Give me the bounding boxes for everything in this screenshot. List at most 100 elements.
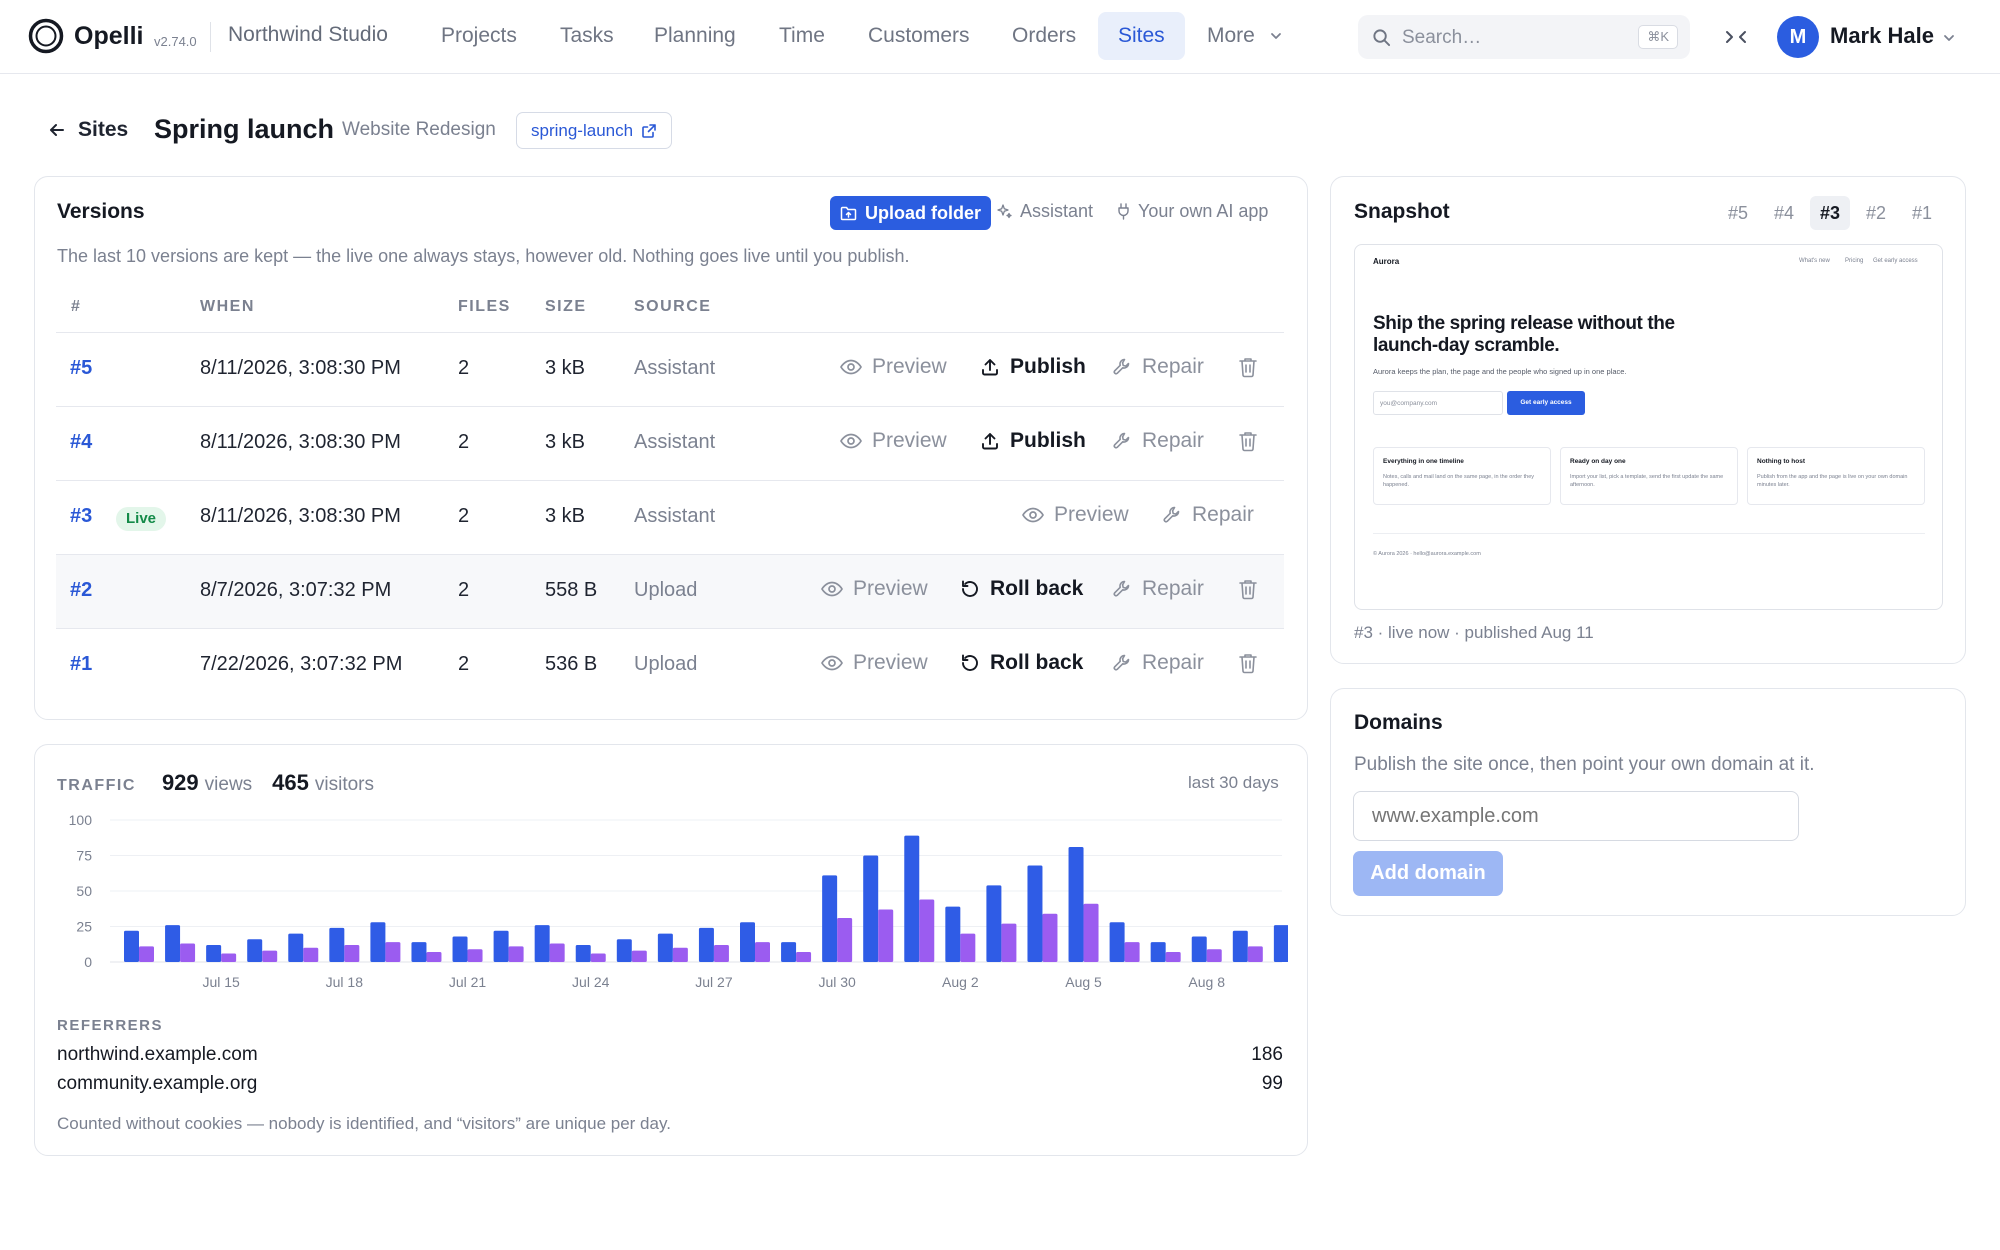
feature-title: Nothing to host <box>1757 458 1806 465</box>
preview-button[interactable]: Preview <box>840 429 947 453</box>
bar <box>206 944 222 962</box>
version-number[interactable]: #4 <box>70 431 93 453</box>
snapshot-tab-4[interactable]: #4 <box>1774 203 1795 223</box>
bar <box>1273 925 1288 962</box>
trash-icon[interactable] <box>1238 430 1258 452</box>
snapshot-tab-1[interactable]: #1 <box>1912 203 1933 223</box>
add-domain-button[interactable]: Add domain <box>1353 851 1503 896</box>
plug-icon <box>1118 203 1129 220</box>
version-number[interactable]: #3 <box>70 505 93 527</box>
nav-sites[interactable]: Sites <box>1098 12 1185 60</box>
snapshot-tab-5[interactable]: #5 <box>1728 203 1749 223</box>
site-slug: spring-launch <box>531 120 634 140</box>
publish-button[interactable]: Publish <box>980 355 1086 379</box>
opelli-logo-icon[interactable] <box>28 18 64 54</box>
bar <box>493 930 509 962</box>
app-name[interactable]: Opelli <box>74 22 144 50</box>
snapshot-tab-2[interactable]: #2 <box>1866 203 1887 223</box>
x-tick-label: Jul 21 <box>449 974 487 990</box>
feature-desc: Publish from the app and the page is liv… <box>1757 474 1908 488</box>
publish-button[interactable]: Publish <box>980 429 1086 453</box>
repair-button[interactable]: Repair <box>1112 429 1204 453</box>
repair-label: Repair <box>1142 577 1204 600</box>
trash-icon[interactable] <box>1238 578 1258 600</box>
col-header-source: SOURCE <box>634 298 712 315</box>
snapshot-tab-3[interactable]: #3 <box>1810 196 1851 230</box>
bar <box>139 946 154 962</box>
repair-label: Repair <box>1142 429 1204 452</box>
bar <box>1083 903 1099 962</box>
version-source: Assistant <box>634 357 716 379</box>
bar <box>303 947 319 962</box>
col-header-files: FILES <box>458 298 511 315</box>
nav-more[interactable]: More <box>1187 12 1303 60</box>
preview-feature-card: Ready on day one Import your list, pick … <box>1560 447 1738 505</box>
nav-time[interactable]: Time <box>779 24 825 47</box>
wrench-icon <box>1113 358 1130 375</box>
col-header-number: # <box>71 298 82 315</box>
traffic-range: last 30 days <box>1188 773 1279 792</box>
referrer-count: 99 <box>1261 1073 1283 1094</box>
bar <box>698 927 714 962</box>
preview-button[interactable]: Preview <box>1022 503 1129 527</box>
preview-nav-item: Pricing <box>1845 258 1864 264</box>
snapshot-caption: #3 · live now · published Aug 11 <box>1354 623 1594 642</box>
nav-tasks[interactable]: Tasks <box>560 24 614 47</box>
upload-folder-label: Upload folder <box>865 202 981 223</box>
bar <box>631 950 647 962</box>
repair-button[interactable]: Repair <box>1112 651 1204 675</box>
col-header-when: WHEN <box>200 298 255 315</box>
domain-input[interactable] <box>1353 791 1799 841</box>
preview-button[interactable]: Preview <box>840 355 947 379</box>
bar <box>426 952 442 962</box>
nav-projects[interactable]: Projects <box>441 24 517 47</box>
trash-icon[interactable] <box>1238 356 1258 378</box>
chevron-down-icon[interactable] <box>1942 31 1956 45</box>
referrer-count: 186 <box>1251 1044 1283 1065</box>
back-label: Sites <box>78 118 129 141</box>
x-tick-label: Aug 5 <box>1065 974 1102 990</box>
preview-label: Preview <box>872 355 947 378</box>
nav-orders[interactable]: Orders <box>1012 24 1077 47</box>
preview-button[interactable]: Preview <box>821 577 928 601</box>
upload-folder-button[interactable]: Upload folder <box>830 196 991 230</box>
x-tick-label: Jul 24 <box>572 974 610 990</box>
version-files: 2 <box>458 579 470 601</box>
privacy-note: Counted without cookies — nobody is iden… <box>57 1114 671 1133</box>
table-row: #2 8/7/2026, 3:07:32 PM 2 558 B Upload P… <box>56 554 1284 628</box>
collapse-icon[interactable] <box>1724 26 1748 48</box>
project-name[interactable]: Website Redesign <box>342 119 496 140</box>
trash-icon[interactable] <box>1238 652 1258 674</box>
site-preview[interactable]: Aurora What's new Pricing Get early acce… <box>1354 244 1943 610</box>
publish-label: Publish <box>1010 429 1086 452</box>
site-slug-link[interactable]: spring-launch <box>516 112 673 149</box>
version-number[interactable]: #5 <box>70 357 93 379</box>
version-number[interactable]: #2 <box>70 579 93 601</box>
own-ai-app-link[interactable]: Your own AI app <box>1116 201 1268 222</box>
user-name[interactable]: Mark Hale <box>1830 23 1934 48</box>
org-name[interactable]: Northwind Studio <box>228 23 388 46</box>
preview-button[interactable]: Preview <box>821 651 928 675</box>
referrer-row: northwind.example.com 186 <box>57 1044 1283 1066</box>
versions-description: The last 10 versions are kept — the live… <box>57 246 910 266</box>
version-number[interactable]: #1 <box>70 653 93 675</box>
preview-label: Preview <box>872 429 947 452</box>
roll-back-button[interactable]: Roll back <box>960 577 1083 601</box>
repair-button[interactable]: Repair <box>1112 577 1204 601</box>
nav-planning[interactable]: Planning <box>654 24 736 47</box>
assistant-link[interactable]: Assistant <box>996 201 1093 222</box>
preview-subtext: Aurora keeps the plan, the page and the … <box>1373 367 1627 376</box>
avatar[interactable]: M <box>1777 16 1819 58</box>
repair-button[interactable]: Repair <box>1112 355 1204 379</box>
x-tick-label: Jul 27 <box>695 974 733 990</box>
roll-back-button[interactable]: Roll back <box>960 651 1083 675</box>
visitors-unit: visitors <box>314 774 375 795</box>
back-to-sites-link[interactable]: Sites <box>48 118 128 142</box>
search-box[interactable]: Search… ⌘K <box>1358 15 1690 59</box>
y-tick-label: 75 <box>76 848 92 864</box>
referrers-label: REFERRERS <box>57 1017 164 1034</box>
repair-button[interactable]: Repair <box>1162 503 1254 527</box>
nav-customers[interactable]: Customers <box>868 24 970 47</box>
bar <box>575 944 591 962</box>
visitors-count: 465 <box>272 770 309 795</box>
